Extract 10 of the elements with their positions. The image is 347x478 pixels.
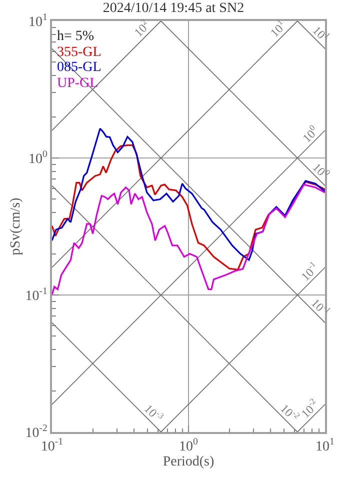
x-tick-label: 10$^{1}$	[316, 436, 335, 455]
x-axis-title: Period(s)	[162, 454, 214, 470]
x-tick-label: 10$^{0}$	[179, 436, 198, 455]
text: 355-GL	[57, 45, 102, 60]
y-tick-label: 10$^{1}$	[28, 12, 48, 30]
y-tick-label: 10$^{0}$	[28, 149, 48, 167]
annotation: h= 5%	[57, 29, 94, 44]
chart-title: 2024/10/14 19:45 at SN2	[102, 1, 244, 16]
y-tick-label: 10$^{-1}$	[25, 286, 48, 304]
y-axis-title: pSv(cm/s)	[8, 197, 24, 256]
